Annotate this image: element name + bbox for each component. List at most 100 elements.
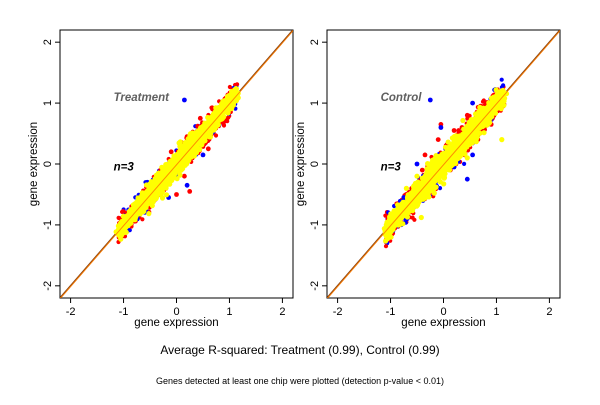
cloud-point: [135, 195, 141, 201]
red-point: [168, 149, 174, 155]
red-point: [182, 173, 187, 179]
yellow-point: [414, 173, 420, 179]
cloud-point: [232, 89, 238, 95]
halo-point: [213, 133, 219, 138]
panel-treatment: -2 -1 0 1 2 -2 -1 0 1 2 gene expression gene expres…: [28, 29, 294, 329]
y-tick-label: -2: [309, 281, 321, 291]
cloud-point: [231, 99, 237, 105]
cloud-point: [161, 182, 167, 189]
cloud-point: [402, 202, 408, 208]
cloud-point: [437, 179, 443, 185]
blue-point: [427, 97, 433, 103]
red-point: [205, 146, 211, 152]
yellow-point: [464, 155, 470, 161]
cloud-point: [189, 135, 196, 141]
cloud-point: [131, 205, 137, 211]
blue-point: [414, 161, 420, 167]
x-tick-label: 1: [226, 306, 232, 318]
cloud-point: [191, 153, 197, 159]
cloud-point: [150, 190, 156, 196]
cloud-point: [158, 171, 164, 177]
halo-point: [437, 186, 443, 191]
cloud-point: [451, 133, 457, 140]
red-point: [422, 152, 428, 158]
x-tick-label: 0: [173, 306, 179, 318]
cloud-point: [464, 139, 470, 145]
cloud-point: [171, 157, 177, 163]
cloud-point: [491, 102, 497, 108]
cloud-point: [140, 195, 147, 201]
y-tick-label: 0: [42, 161, 54, 167]
y-tick-label: -1: [42, 220, 54, 230]
blue-point: [401, 195, 407, 200]
cloud-point: [494, 91, 500, 97]
y-tick-label: 2: [42, 39, 54, 45]
halo-point: [120, 209, 125, 214]
cloud-point: [411, 193, 417, 200]
halo-point: [462, 161, 467, 166]
cloud-point: [177, 149, 183, 155]
cloud-point: [187, 151, 193, 157]
cloud-point: [456, 143, 462, 149]
halo-point: [227, 84, 232, 90]
cloud-point: [146, 211, 152, 217]
cloud-point: [222, 104, 228, 110]
cloud-point: [189, 130, 195, 136]
cloud-point: [122, 226, 128, 232]
cloud-point: [486, 100, 492, 106]
halo-point: [456, 128, 461, 133]
cloud-point: [481, 130, 487, 136]
x-tick-label: -2: [66, 306, 76, 318]
x-tick-label: -1: [386, 306, 396, 318]
cloud-point: [163, 167, 170, 173]
cloud-point: [207, 134, 213, 140]
blue-point: [470, 100, 475, 106]
cloud-point: [428, 160, 434, 166]
cloud-point: [122, 215, 128, 221]
cloud-point: [481, 112, 487, 118]
blue-point: [184, 182, 190, 188]
cloud-point: [452, 159, 458, 165]
red-point: [419, 167, 425, 173]
cloud-point: [178, 167, 184, 173]
cloud-point: [403, 206, 409, 213]
cloud-point: [428, 168, 434, 174]
cloud-point: [486, 115, 492, 121]
cloud-point: [188, 140, 194, 146]
cloud-point: [129, 212, 135, 218]
cloud-point: [170, 173, 176, 179]
halo-point: [499, 77, 504, 82]
panel-control: -2 -1 0 1 2 -2 -1 0 1 2 gene expression gene expres…: [295, 29, 561, 329]
cloud-point: [430, 181, 436, 187]
blue-point: [470, 152, 475, 158]
cloud-point: [425, 173, 431, 179]
cloud-point: [141, 207, 147, 213]
cloud-point: [394, 210, 400, 216]
cloud-point: [433, 164, 439, 170]
cloud-point: [468, 129, 474, 135]
cloud-point: [437, 160, 443, 166]
halo-point: [140, 217, 145, 222]
y-tick-label: 1: [42, 100, 54, 106]
cloud-point: [449, 153, 455, 159]
x-tick-label: 2: [279, 306, 285, 318]
cloud-point: [164, 161, 170, 167]
cloud-point: [441, 174, 448, 181]
x-tick-label: -2: [333, 306, 343, 318]
cloud-point: [442, 144, 449, 150]
cloud-point: [115, 230, 121, 236]
cloud-point: [485, 104, 491, 110]
cloud-point: [170, 167, 176, 173]
footnote-caption: Genes detected at least one chip were pl…: [156, 376, 444, 386]
cloud-point: [425, 191, 431, 197]
cloud-point: [425, 161, 431, 167]
cloud-point: [218, 108, 224, 114]
n-label: n=3: [114, 162, 135, 174]
x-axis-label: gene expression: [401, 317, 485, 329]
y-tick-label: -1: [309, 220, 321, 230]
cloud-point: [433, 169, 439, 175]
identity-line-overlay: [327, 30, 560, 298]
y-axis-label: gene expression: [295, 122, 307, 206]
